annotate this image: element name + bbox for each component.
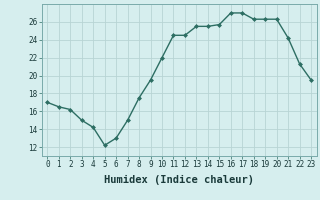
- X-axis label: Humidex (Indice chaleur): Humidex (Indice chaleur): [104, 175, 254, 185]
